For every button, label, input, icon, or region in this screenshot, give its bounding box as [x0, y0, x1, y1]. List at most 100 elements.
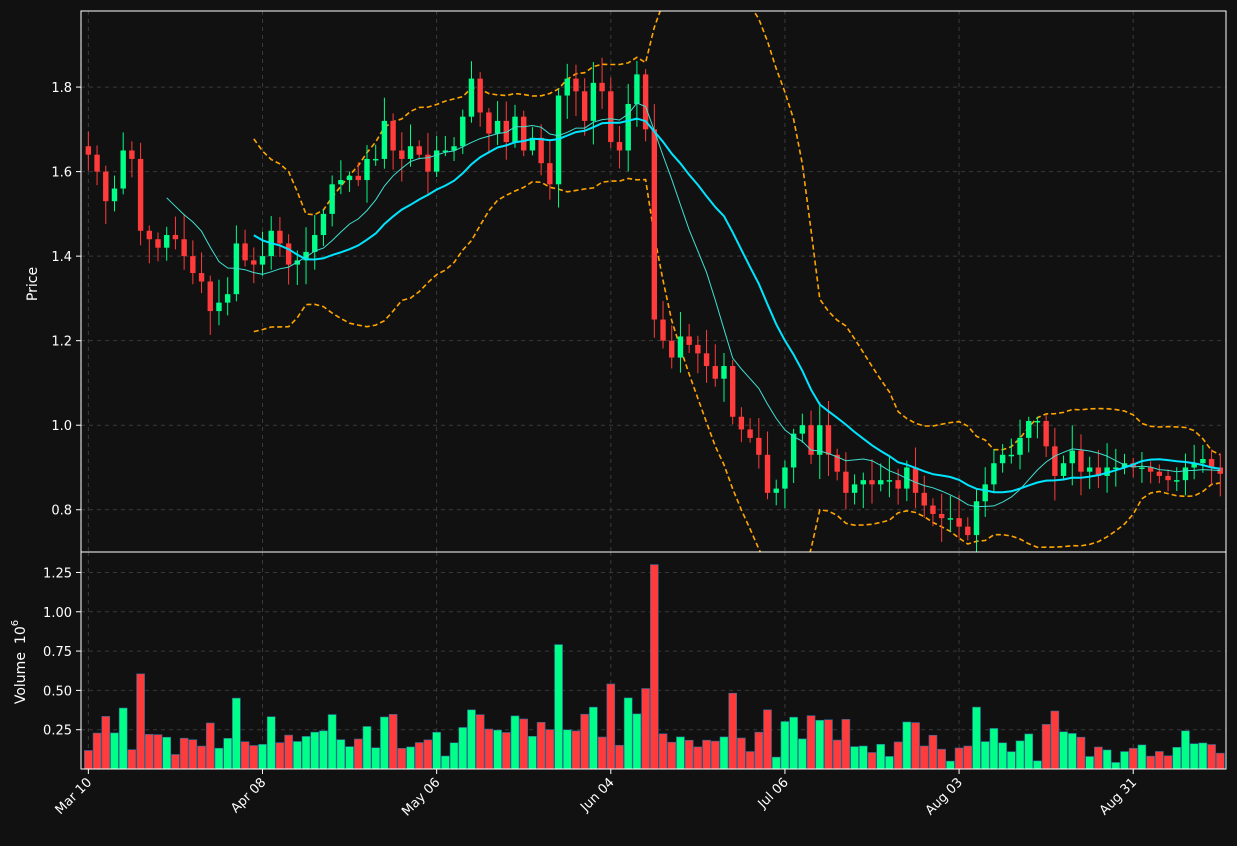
candle-body	[216, 302, 222, 312]
volume-bar	[223, 738, 232, 770]
candle-body	[973, 501, 980, 536]
volume-bar	[676, 736, 685, 770]
price-tick-label: 1.4	[51, 250, 72, 265]
volume-bar	[179, 737, 189, 770]
volume-bar	[214, 747, 224, 770]
price-tick-label: 0.8	[51, 504, 72, 519]
volume-bar	[545, 729, 555, 770]
volume-bar	[623, 697, 633, 770]
candle-body	[729, 366, 736, 417]
volume-bar	[867, 752, 877, 770]
candle-body	[442, 150, 449, 152]
candle-body	[433, 150, 440, 172]
candle-body	[599, 82, 605, 92]
volume-bar	[319, 730, 328, 770]
volume-bar	[841, 719, 851, 770]
candle-body	[808, 425, 814, 455]
candle-body	[695, 344, 701, 354]
volume-bar	[84, 750, 93, 770]
volume-bar	[449, 742, 459, 770]
volume-bar	[641, 688, 650, 770]
candle-body	[155, 239, 161, 248]
candle-body	[1043, 420, 1049, 447]
candle-body	[338, 180, 344, 185]
lower-band-line	[253, 177, 1221, 552]
candle-body	[425, 154, 431, 172]
price-tick-label: 1.6	[51, 166, 72, 181]
ma-long-line	[253, 117, 1221, 494]
candle-body	[773, 488, 779, 493]
volume-tick-label: 1.00	[43, 606, 72, 621]
axes-frame	[80, 10, 1227, 770]
candle-body	[1052, 446, 1058, 476]
volume-bar	[1102, 749, 1112, 770]
candle-body	[634, 74, 640, 104]
volume-bar	[658, 733, 668, 770]
candle-body	[1086, 467, 1093, 472]
candle-body	[1113, 467, 1119, 469]
volume-bar	[824, 719, 833, 770]
volume-bar	[101, 716, 111, 770]
volume-bar	[353, 738, 363, 770]
candle-body	[259, 256, 266, 265]
volume-bar	[510, 715, 520, 770]
volume-tick-label: 1.25	[43, 566, 72, 581]
bollinger-bands	[253, 11, 1221, 552]
volume-bar	[371, 747, 380, 770]
volume-bar	[162, 736, 172, 770]
candle-body	[486, 112, 492, 134]
volume-bar	[832, 739, 842, 770]
candle-body	[982, 484, 988, 502]
candle-body	[181, 239, 187, 257]
volume-bar	[240, 741, 250, 770]
volume-bar	[362, 726, 372, 770]
volume-bar	[380, 716, 389, 770]
candle-body	[538, 137, 544, 164]
volume-bar	[806, 715, 816, 770]
candle-body	[285, 243, 292, 265]
volume-bar	[858, 745, 868, 770]
volume-bar	[110, 732, 119, 770]
volume-bar	[519, 718, 529, 770]
candle-body	[938, 513, 945, 519]
candle-body	[529, 137, 536, 151]
volume-bar	[1146, 755, 1155, 770]
volume-bar	[667, 741, 677, 770]
volume-bar	[493, 729, 502, 770]
volume-bar	[580, 713, 589, 770]
volume-bar	[136, 673, 145, 770]
volume-bar	[632, 713, 642, 770]
candle-body	[277, 230, 283, 244]
candle-body	[407, 146, 414, 159]
volume-bar	[171, 754, 180, 770]
candle-body	[843, 471, 849, 493]
candle-body	[303, 251, 309, 261]
volume-bar	[562, 729, 572, 770]
volume-bar	[536, 722, 546, 770]
price-tick-label: 1.0	[51, 419, 72, 434]
candle-body	[703, 353, 710, 367]
volume-bar	[144, 734, 154, 770]
candle-body	[1060, 463, 1067, 476]
volume-bar	[301, 736, 311, 770]
candle-body	[817, 425, 823, 455]
candle-body	[129, 150, 135, 159]
candle-body	[660, 319, 666, 341]
volume-bar	[205, 722, 215, 770]
moving-averages	[166, 102, 1221, 508]
volume-bar	[980, 741, 990, 770]
volume-bar	[1198, 742, 1208, 770]
candle-body	[947, 518, 954, 520]
volume-bar	[441, 755, 450, 770]
volume-bar	[1024, 733, 1034, 770]
candle-body	[399, 150, 405, 159]
volume-bar	[850, 746, 859, 770]
volume-axis-label-text: Volume	[13, 652, 29, 704]
candle-body	[1174, 480, 1180, 482]
volume-bar	[571, 730, 581, 770]
volume-bar	[745, 751, 755, 770]
volume-bar	[597, 736, 607, 770]
volume-bar	[771, 756, 781, 770]
candle-body	[608, 91, 614, 143]
candle-body	[547, 163, 553, 185]
